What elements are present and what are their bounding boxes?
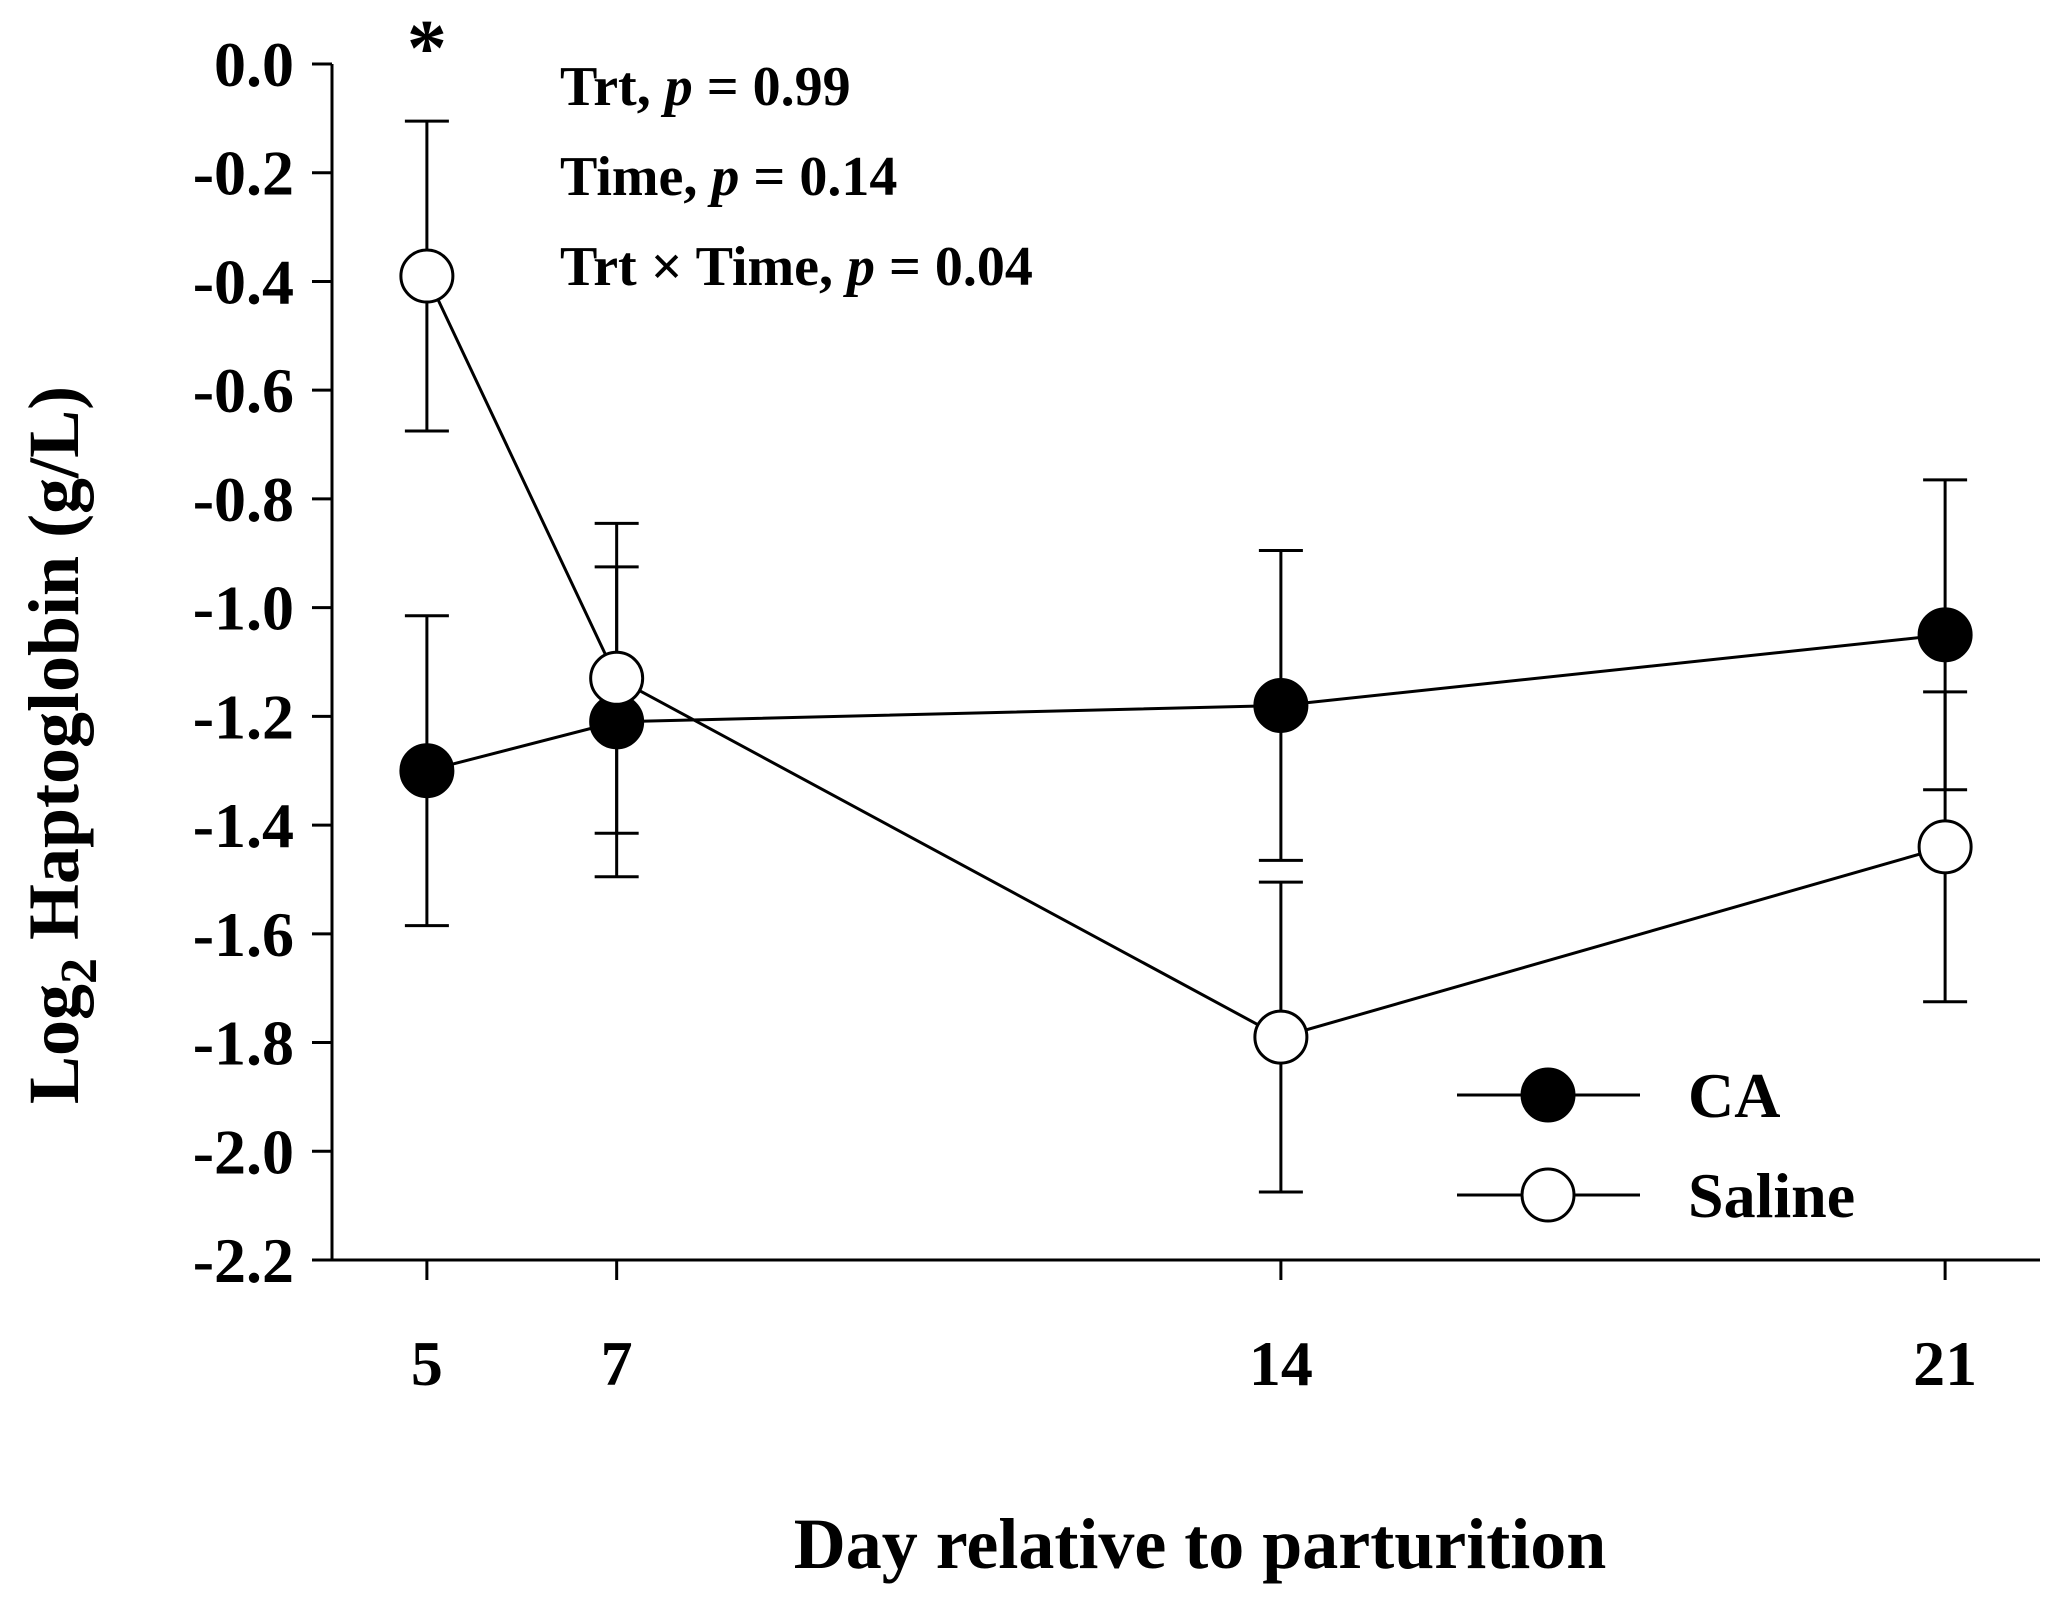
y-tick-label: -0.6 [193, 355, 294, 426]
data-point-ca [399, 743, 455, 799]
series-line-ca [426, 633, 1946, 773]
legend-label-saline: Saline [1688, 1160, 1855, 1231]
data-point-saline [399, 248, 455, 304]
y-axis-title-main: Log [14, 984, 94, 1104]
data-point-ca [1917, 607, 1973, 663]
markers-saline [399, 248, 1973, 1065]
legend-marker-ca [1520, 1067, 1576, 1123]
y-axis-title-rest: Haptoglobin (g/L) [14, 386, 94, 958]
legend-label-ca: CA [1688, 1060, 1780, 1131]
y-tick-label: -1.2 [193, 681, 294, 752]
legend-marker-saline [1520, 1167, 1576, 1223]
markers-ca [399, 607, 1973, 799]
data-point-saline [589, 650, 645, 706]
y-tick-label: -1.8 [193, 1008, 294, 1079]
x-tick-label: 7 [601, 1328, 633, 1399]
x-ticks: 5 7 14 21 [411, 1260, 1977, 1399]
stats-annotations: Trt, p = 0.99 Time, p = 0.14 Trt × Time,… [560, 56, 1033, 298]
y-tick-label: -1.4 [193, 790, 294, 861]
y-tick-label: -2.0 [193, 1116, 294, 1187]
y-tick-label: -0.4 [193, 246, 294, 317]
y-tick-label: -0.2 [193, 138, 294, 209]
y-tick-label: -2.2 [193, 1225, 294, 1296]
data-point-ca [1253, 677, 1309, 733]
significance-marker: * [407, 5, 447, 93]
series-saline [404, 119, 1968, 1194]
x-axis-title: Day relative to parturition [794, 1504, 1607, 1584]
x-tick-label: 14 [1249, 1328, 1313, 1399]
stat-trt: Trt, p = 0.99 [560, 56, 851, 118]
data-point-saline [1917, 819, 1973, 875]
x-tick-label: 5 [411, 1328, 443, 1399]
data-point-saline [1253, 1009, 1309, 1065]
y-tick-label: -1.6 [193, 899, 294, 970]
y-axis-title-subscript: 2 [51, 958, 108, 984]
y-tick-label: -0.8 [193, 464, 294, 535]
y-tick-label: 0.0 [214, 29, 294, 100]
legend: CA Saline [1457, 1060, 1855, 1231]
y-ticks: 0.0 -0.2 -0.4 -0.6 -0.8 -1.0 -1.2 -1.4 -1.6 -1.8 -… [193, 29, 332, 1296]
series-layer [399, 119, 1973, 1194]
stat-trt-time: Trt × Time, p = 0.04 [560, 236, 1033, 298]
series-line-saline [425, 275, 1946, 1039]
x-tick-label: 21 [1913, 1328, 1977, 1399]
series-ca [404, 478, 1968, 928]
stat-time: Time, p = 0.14 [560, 146, 897, 208]
y-tick-label: -1.0 [193, 573, 294, 644]
y-axis-title: Log2 Haptoglobin (g/L) [14, 386, 108, 1104]
